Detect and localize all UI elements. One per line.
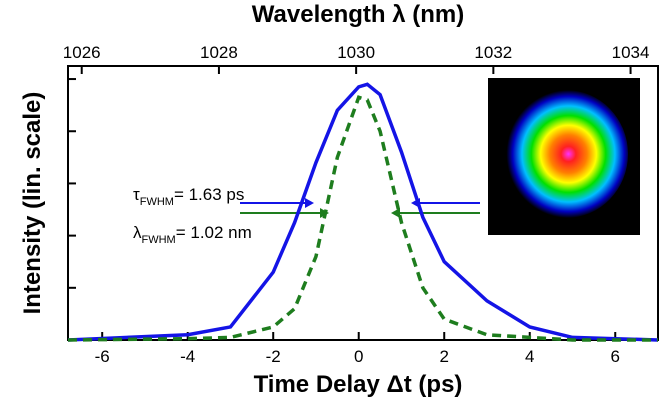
annotation: λFWHM= 1.02 nm xyxy=(133,223,252,246)
x-tick-label: -4 xyxy=(180,347,195,366)
x-tick-label: -6 xyxy=(95,347,110,366)
top-tick-label: 1030 xyxy=(337,43,375,62)
annotation-subscript: FWHM xyxy=(140,196,174,208)
y-axis-title: Intensity (lin. scale) xyxy=(19,92,46,315)
x-tick-label: 4 xyxy=(525,347,534,366)
top-tick-label: 1028 xyxy=(200,43,238,62)
annotation: τFWHM= 1.63 ps xyxy=(133,185,244,208)
x-tick-label: -2 xyxy=(266,347,281,366)
beam-profile xyxy=(504,90,628,218)
top-tick-label: 1034 xyxy=(612,43,650,62)
x-tick-label: 0 xyxy=(354,347,363,366)
annotation-text: = 1.63 ps xyxy=(174,185,244,204)
top-axis-title: Wavelength λ (nm) xyxy=(252,1,464,28)
x-axis-title: Time Delay Δt (ps) xyxy=(254,371,463,398)
annotations: τFWHM= 1.63 ps λFWHM= 1.02 nm xyxy=(133,185,252,246)
x-tick-label: 2 xyxy=(439,347,448,366)
top-tick-label: 1032 xyxy=(474,43,512,62)
fwhm-arrows xyxy=(240,198,480,218)
chart: Wavelength λ (nm) Time Delay Δt (ps) Int… xyxy=(0,0,663,398)
x-tick-label: 6 xyxy=(611,347,620,366)
annotation-subscript: FWHM xyxy=(142,234,176,246)
annotation-text: = 1.02 nm xyxy=(176,223,252,242)
top-tick-label: 1026 xyxy=(63,43,101,62)
